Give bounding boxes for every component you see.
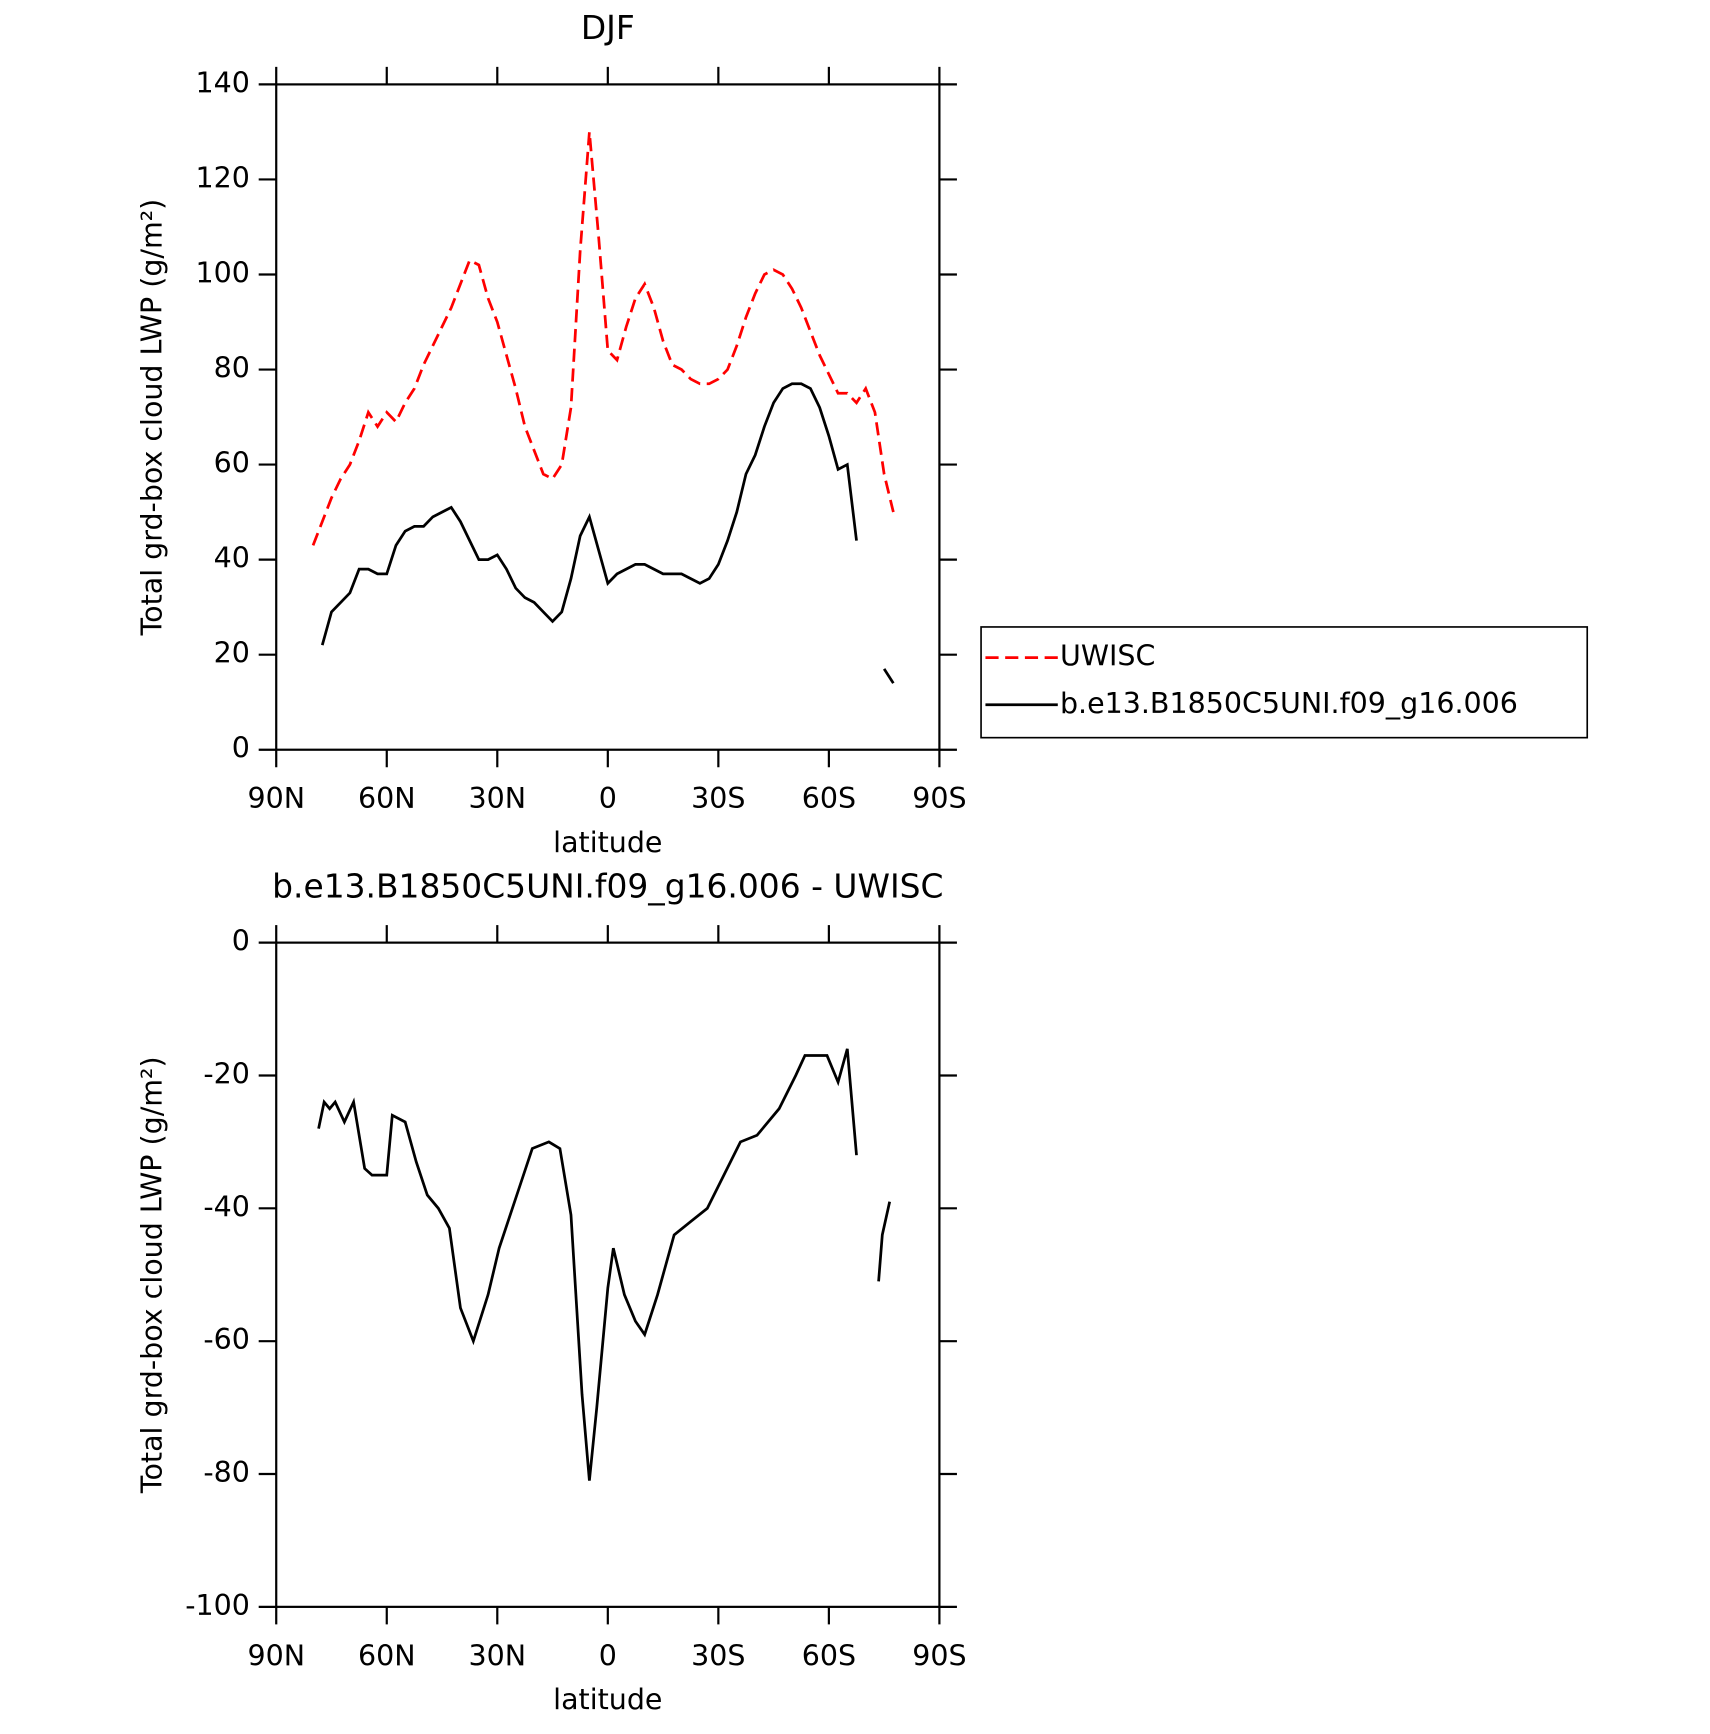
y-tick-label: 20 [214,637,250,670]
chart-title: b.e13.B1850C5UNI.f09_g16.006 - UWISC [272,866,943,905]
x-tick-label: 90S [912,782,966,815]
y-tick-label: -60 [203,1323,250,1356]
y-tick-label: 120 [196,161,250,194]
x-tick-label: 30S [691,782,745,815]
data-line [311,131,895,546]
x-tick-label: 0 [599,1639,617,1672]
y-tick-label: 140 [196,66,250,99]
data-line [320,382,895,684]
x-tick-label: 90S [912,1639,966,1672]
y-tick-label: 80 [214,352,250,385]
y-tick-label: 100 [196,256,250,289]
x-tick-label: 60N [358,1639,416,1672]
y-tick-label: 0 [232,925,250,958]
x-tick-label: 90N [247,782,305,815]
y-tick-label: 40 [214,542,250,575]
legend-label: b.e13.B1850C5UNI.f09_g16.006 [1060,687,1518,720]
plot-frame [275,941,941,1608]
x-tick-label: 30S [691,1639,745,1672]
x-tick-label: 30N [469,782,527,815]
x-tick-label: 30N [469,1639,527,1672]
x-tick-label: 60N [358,782,416,815]
legend-label: UWISC [1060,640,1155,673]
y-axis-label: Total grd-box cloud LWP (g/m²) [135,199,168,637]
x-tick-label: 0 [599,782,617,815]
x-tick-label: 90N [247,1639,305,1672]
y-tick-label: 0 [232,732,250,765]
x-axis-label: latitude [553,1683,662,1716]
x-axis-label: latitude [553,826,662,859]
plot-frame [275,83,941,751]
x-tick-label: 60S [802,1639,856,1672]
legend-box [980,626,1589,739]
y-tick-label: -40 [203,1190,250,1223]
y-tick-label: -20 [203,1057,250,1090]
y-tick-label: -80 [203,1456,250,1489]
x-tick-label: 60S [802,782,856,815]
y-tick-label: 60 [214,447,250,480]
y-axis-label: Total grd-box cloud LWP (g/m²) [135,1056,168,1494]
y-tick-label: -100 [185,1589,250,1622]
data-line [317,1048,892,1481]
chart-title: DJF [581,8,635,47]
